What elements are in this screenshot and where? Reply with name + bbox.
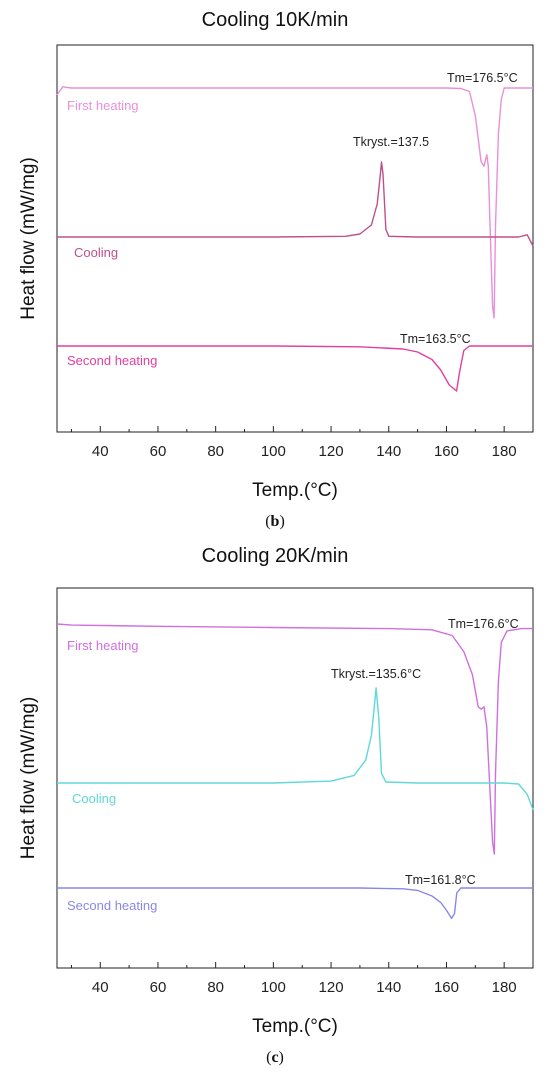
peak-annotation: Tm=161.8°C xyxy=(405,873,476,887)
series-label: Cooling xyxy=(74,245,118,260)
series-line-0 xyxy=(56,86,533,319)
plot-frame xyxy=(56,587,534,969)
caption-paren: ( xyxy=(265,513,270,530)
peak-annotation: Tm=176.5°C xyxy=(447,71,518,85)
caption-paren: ) xyxy=(279,1049,284,1066)
x-tick-label: 80 xyxy=(207,443,224,460)
x-tick-label: 40 xyxy=(92,979,109,996)
series-label: Cooling xyxy=(72,791,116,806)
series-label: First heating xyxy=(67,638,139,653)
y-axis-label: Heat flow (mW/mg) xyxy=(18,157,39,320)
caption-paren: ( xyxy=(266,1049,271,1066)
x-tick-label: 80 xyxy=(207,979,224,996)
chart-title: Cooling 20K/min xyxy=(202,545,349,567)
x-tick-label: 100 xyxy=(261,979,286,996)
panel-caption: (b) xyxy=(265,513,285,530)
x-tick-label: 120 xyxy=(319,979,344,996)
series-label: Second heating xyxy=(67,353,157,368)
x-tick-label: 180 xyxy=(492,443,517,460)
x-axis-label: Temp.(°C) xyxy=(252,480,338,501)
series-line-1 xyxy=(57,687,534,810)
x-tick-label: 180 xyxy=(492,979,517,996)
series-label: First heating xyxy=(67,98,139,113)
series-line-2 xyxy=(57,887,533,920)
series-line-1 xyxy=(57,161,534,247)
series-label: Second heating xyxy=(67,898,157,913)
x-tick-label: 40 xyxy=(92,443,109,460)
chart-title: Cooling 10K/min xyxy=(202,9,349,31)
x-tick-label: 140 xyxy=(376,979,401,996)
plot-frame xyxy=(56,44,534,433)
x-axis-label: Temp.(°C) xyxy=(252,1016,338,1037)
peak-annotation: Tkryst.=135.6°C xyxy=(331,667,421,681)
peak-annotation: Tm=163.5°C xyxy=(400,332,471,346)
chart-panel-0: Cooling 10K/min 40 60 80 100 120 140 160 180 Temp… xyxy=(18,9,534,530)
peak-annotation: Tm=176.6°C xyxy=(448,617,519,631)
series-line-0 xyxy=(56,623,533,855)
caption-paren: ) xyxy=(279,513,284,530)
x-tick-label: 120 xyxy=(319,443,344,460)
y-axis-label: Heat flow (mW/mg) xyxy=(18,697,39,860)
chart-panel-1: Cooling 20K/min 40 60 80 100 120 140 160 180 Temp… xyxy=(18,545,534,1066)
x-tick-label: 100 xyxy=(261,443,286,460)
x-tick-label: 60 xyxy=(150,979,167,996)
x-tick-label: 60 xyxy=(150,443,167,460)
x-tick-label: 160 xyxy=(434,979,459,996)
x-tick-label: 160 xyxy=(434,443,459,460)
series-line-2 xyxy=(57,345,533,392)
peak-annotation: Tkryst.=137.5 xyxy=(353,135,429,149)
caption-letter: c xyxy=(271,1049,278,1066)
x-tick-label: 140 xyxy=(376,443,401,460)
panel-caption: (c) xyxy=(266,1049,284,1066)
caption-letter: b xyxy=(271,513,280,530)
